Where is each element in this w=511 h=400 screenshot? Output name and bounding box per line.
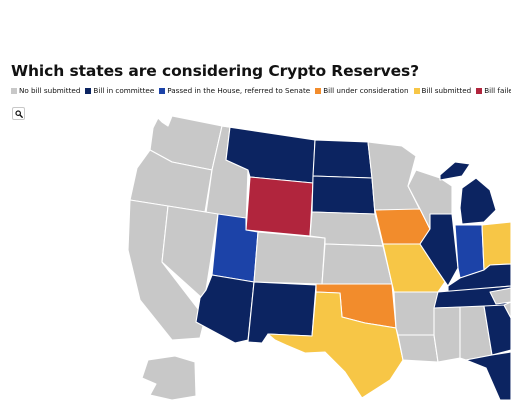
state-ohio[interactable] xyxy=(481,221,511,271)
state-colorado[interactable] xyxy=(253,231,326,285)
state-texas[interactable] xyxy=(267,291,404,399)
legend-swatch xyxy=(476,87,483,94)
state-illinois[interactable] xyxy=(419,213,459,287)
legend-label: Bill submitted xyxy=(421,86,472,95)
state-wyoming[interactable] xyxy=(245,176,314,237)
legend-label: Bill in committee xyxy=(93,86,155,95)
legend-swatch xyxy=(413,87,420,94)
legend-item-committee: Bill in committee xyxy=(85,86,154,95)
legend-swatch xyxy=(315,87,322,94)
state-mississippi[interactable] xyxy=(433,306,461,363)
legend-item-submitted: Bill submitted xyxy=(413,86,472,95)
legend-label: Bill failed xyxy=(484,86,511,95)
state-south-dakota[interactable] xyxy=(311,175,376,215)
state-indiana[interactable] xyxy=(454,224,485,279)
legend-label: Bill under consideration xyxy=(323,86,409,95)
zoom-search-button[interactable] xyxy=(12,107,25,120)
state-louisiana[interactable] xyxy=(397,334,439,363)
state-alaska[interactable] xyxy=(141,355,197,400)
legend-label: Passed in the House, referred to Senate xyxy=(167,86,311,95)
state-arkansas[interactable] xyxy=(393,291,439,336)
legend-item-no-bill: No bill submitted xyxy=(11,86,80,95)
legend-item-passed-house: Passed in the House, referred to Senate xyxy=(159,86,310,95)
legend-swatch xyxy=(159,87,166,94)
state-kansas[interactable] xyxy=(321,243,393,285)
legend-swatch xyxy=(11,87,17,94)
state-south-carolina[interactable] xyxy=(503,301,511,319)
state-north-dakota[interactable] xyxy=(312,139,373,179)
state-north-carolina[interactable] xyxy=(489,287,511,305)
page-title: Which states are considering Crypto Rese… xyxy=(11,62,420,80)
state-michigan[interactable] xyxy=(439,161,497,225)
legend-swatch xyxy=(85,87,92,94)
search-icon xyxy=(14,109,23,118)
legend: No bill submitted Bill in committee Pass… xyxy=(11,86,511,95)
state-iowa[interactable] xyxy=(374,208,431,245)
state-georgia[interactable] xyxy=(483,304,511,356)
legend-label: No bill submitted xyxy=(19,86,81,95)
state-florida[interactable] xyxy=(465,351,511,400)
legend-item-failed: Bill failed xyxy=(476,86,511,95)
state-kentucky[interactable] xyxy=(447,263,511,293)
state-new-mexico[interactable] xyxy=(247,281,317,344)
legend-item-under-consideration: Bill under consideration xyxy=(315,86,409,95)
